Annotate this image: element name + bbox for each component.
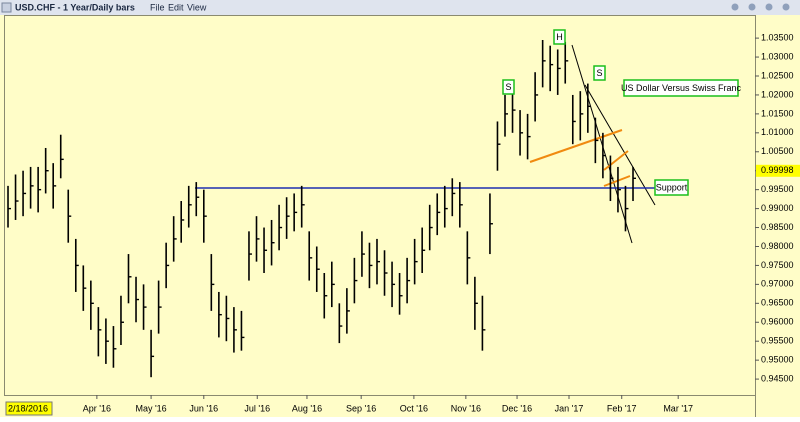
x-tick-label: Sep '16 [346,403,376,413]
annotation-box [553,29,566,45]
y-tick-label: 1.00500 [761,146,794,156]
x-tick-label: Oct '16 [400,403,428,413]
y-tick-label: 0.98000 [761,241,794,251]
y-tick-label: 0.97500 [761,260,794,270]
annotation: H [556,32,563,42]
annotation: S [505,82,511,92]
x-tick-label: Jun '16 [189,403,218,413]
y-tick-label: 1.01000 [761,127,794,137]
y-tick-label: 0.99500 [761,184,794,194]
window-button[interactable] [782,3,790,11]
trend-line [529,129,623,163]
annotation-box [593,65,606,81]
last-price-box [756,164,800,177]
trend-line [571,44,633,244]
y-tick-label: 1.02000 [761,89,794,99]
date-marker: 2/18/2016 [8,403,48,413]
menu-item[interactable]: View [187,2,207,12]
y-tick-label: 0.98500 [761,222,794,232]
trend-line [584,84,656,206]
window-icon[interactable] [1,2,12,13]
annotation-box [502,79,515,95]
y-tick-label: 0.95500 [761,336,794,346]
annotation: Support [656,182,688,192]
window-title: USD.CHF - 1 Year/Daily bars [15,2,135,12]
x-tick-label: May '16 [135,403,166,413]
last-price: 0.99998 [761,165,794,175]
y-tick-label: 0.95000 [761,355,794,365]
x-tick-label: Feb '17 [607,403,637,413]
y-tick-label: 0.94500 [761,373,794,383]
x-tick-label: Mar '17 [663,403,693,413]
annotation-box [623,79,739,97]
annotation: S [596,68,602,78]
x-tick-label: Dec '16 [502,403,532,413]
y-tick-label: 1.03500 [761,32,794,42]
x-tick-label: Jan '17 [555,403,584,413]
y-tick-label: 1.01500 [761,108,794,118]
window-button[interactable] [731,3,739,11]
x-tick-label: Apr '16 [83,403,111,413]
y-tick-label: 0.96000 [761,317,794,327]
bars [7,40,637,378]
window-button[interactable] [765,3,773,11]
date-marker-box [5,401,53,416]
menu-item[interactable]: Edit [168,2,184,12]
window-button[interactable] [748,3,756,11]
y-tick-label: 0.99000 [761,203,794,213]
trend-line [603,150,629,171]
x-tick-label: Nov '16 [451,403,481,413]
annotation-box [654,179,689,196]
trend-line [603,175,631,187]
title-bar [0,0,800,15]
menu-item[interactable]: File [150,2,165,12]
y-tick-label: 1.03000 [761,51,794,61]
x-tick-label: Jul '16 [244,403,270,413]
annotation: US Dollar Versus Swiss Franc [621,83,742,93]
y-tick-label: 0.96500 [761,298,794,308]
y-tick-label: 0.97000 [761,279,794,289]
y-tick-label: 1.02500 [761,70,794,80]
x-tick-label: Aug '16 [292,403,322,413]
